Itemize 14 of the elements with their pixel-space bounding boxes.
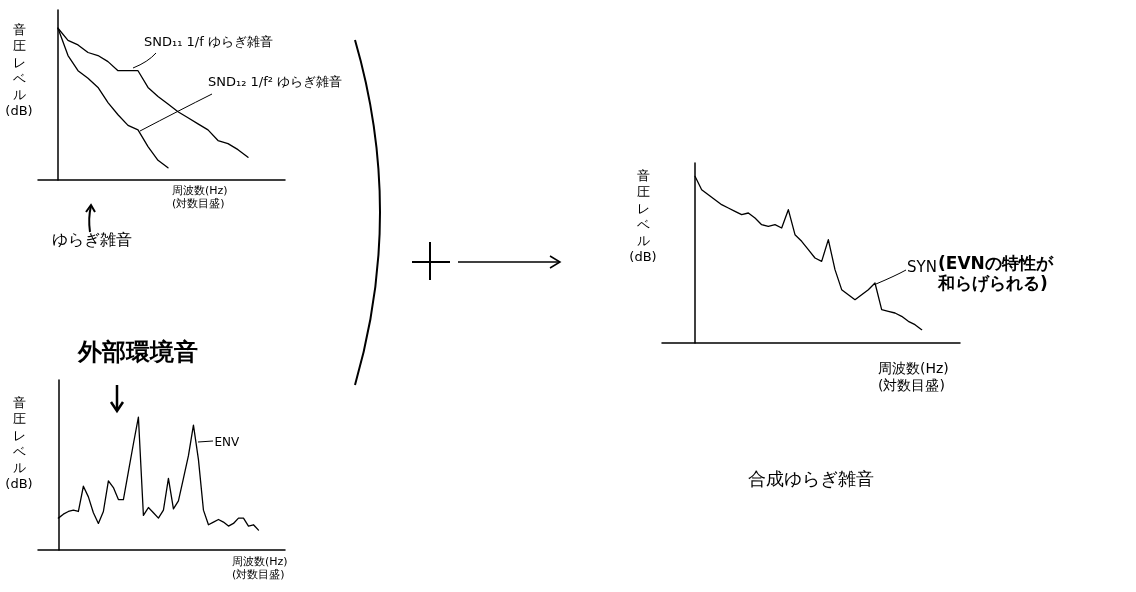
text: (EVNの特性が和らげられる): [938, 253, 1055, 294]
x-axis-title: 周波数(Hz) (対数目盛): [232, 555, 289, 582]
chart-title: 外部環境音: [78, 338, 199, 367]
y-axis-title: 音圧レベル (dB): [4, 22, 34, 120]
legend-label: SYN: [907, 257, 937, 276]
text: 合成ゆらぎ雑音: [748, 468, 875, 490]
text: SND₁₂ 1/f² ゆらぎ雑音: [208, 73, 343, 89]
x-axis-title: 周波数(Hz) (対数目盛): [172, 184, 229, 211]
text: ゆらぎ雑音: [52, 230, 133, 250]
y-axis-title: 音圧レベル (dB): [4, 395, 34, 493]
x-axis-title: 周波数(Hz) (対数目盛): [878, 360, 950, 394]
y-axis-title: 音圧レベル (dB): [628, 168, 658, 266]
legend-label: ENV: [214, 434, 241, 449]
series-label: SND₁₁ 1/f ゆらぎ雑音: [144, 33, 273, 49]
